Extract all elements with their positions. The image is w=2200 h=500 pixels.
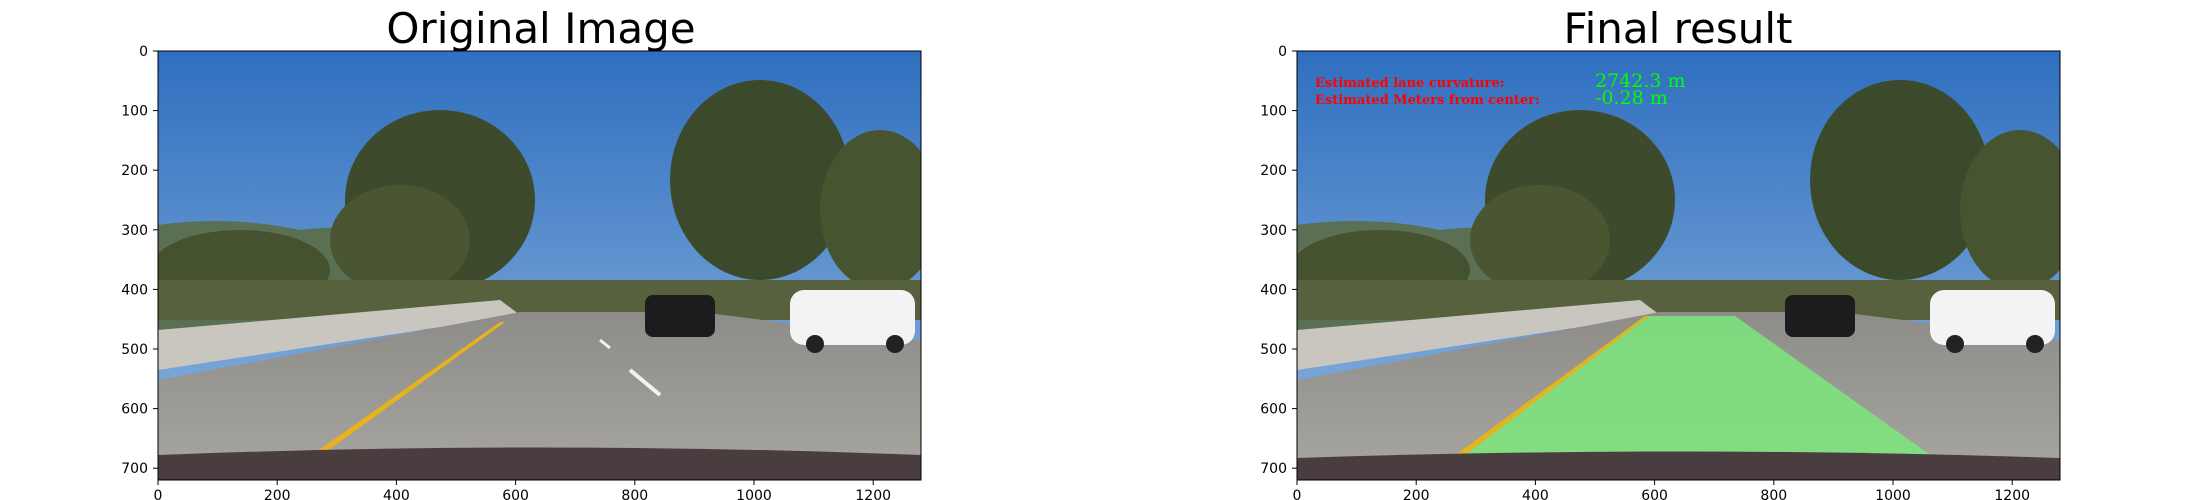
y-tick-label: 300 <box>1260 223 1287 239</box>
x-tick-label: 1200 <box>1994 488 2030 500</box>
y-tick-label: 0 <box>1278 44 1287 60</box>
x-tick-label: 0 <box>1293 488 1302 500</box>
y-tick-label: 700 <box>1260 461 1287 477</box>
lane-overlay <box>1427 316 1960 476</box>
x-tick-label: 600 <box>502 488 529 500</box>
x-tick-label: 200 <box>264 488 291 500</box>
x-tick-label: 400 <box>383 488 410 500</box>
curvature-label: Estimated lane curvature: <box>1315 76 1504 91</box>
y-tick-label: 400 <box>1260 282 1287 298</box>
x-tick-label: 200 <box>1403 488 1430 500</box>
curvature-value: 2742.3 m <box>1595 70 1686 92</box>
y-ticks: 0 100 200 300 400 500 600 700 <box>121 44 158 477</box>
x-tick-label: 0 <box>154 488 163 500</box>
x-tick-label: 800 <box>621 488 648 500</box>
x-tick-label: 1000 <box>736 488 772 500</box>
y-tick-label: 500 <box>121 342 148 358</box>
y-tick-label: 600 <box>121 402 148 418</box>
y-tick-label: 100 <box>1260 104 1287 120</box>
x-ticks: 0 200 400 600 800 1000 1200 <box>1293 480 2030 500</box>
x-ticks: 0 200 400 600 800 1000 1200 <box>154 480 891 500</box>
panel-title: Final result <box>1563 4 1793 53</box>
center-distance-label: Estimated Meters from center: <box>1315 93 1540 108</box>
panel-final: Final result <box>1100 0 2200 500</box>
y-tick-label: 700 <box>121 461 148 477</box>
panel-original: Original Image <box>121 4 922 500</box>
x-tick-label: 400 <box>1522 488 1549 500</box>
center-distance-value: -0.28 m <box>1595 87 1668 109</box>
x-tick-label: 600 <box>1641 488 1668 500</box>
y-tick-label: 300 <box>121 223 148 239</box>
y-tick-label: 400 <box>121 282 148 298</box>
road-photo <box>158 51 921 480</box>
y-tick-label: 200 <box>121 163 148 179</box>
y-tick-label: 200 <box>1260 163 1287 179</box>
y-tick-label: 600 <box>1260 402 1287 418</box>
image-axes: Estimated lane curvature: Estimated Mete… <box>1260 44 2061 500</box>
panel-title: Original Image <box>386 4 696 53</box>
x-tick-label: 1000 <box>1875 488 1911 500</box>
road-photo-with-lane-overlay <box>1297 51 2060 480</box>
x-tick-label: 800 <box>1760 488 1787 500</box>
y-tick-label: 500 <box>1260 342 1287 358</box>
y-ticks: 0 100 200 300 400 500 600 700 <box>1260 44 1297 477</box>
x-tick-label: 1200 <box>855 488 891 500</box>
y-tick-label: 0 <box>139 44 148 60</box>
y-tick-label: 100 <box>121 104 148 120</box>
image-axes: 0 200 400 600 800 1000 1200 0 100 200 <box>121 44 922 500</box>
